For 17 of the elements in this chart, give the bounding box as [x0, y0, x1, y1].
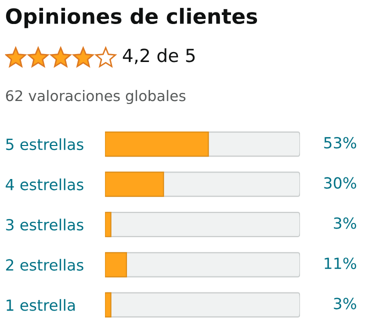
data-label: 3% — [334, 217, 356, 229]
data-label: 53% — [324, 136, 356, 149]
y-tick-label: 1 estrella — [6, 299, 75, 311]
bar — [105, 212, 112, 238]
bar — [105, 292, 112, 318]
chart-title: Opiniones de clientes — [6, 8, 258, 28]
bar — [105, 252, 128, 278]
data-label: 11% — [324, 258, 356, 270]
data-label: 30% — [324, 177, 356, 189]
y-tick-label: 5 estrellas — [6, 138, 84, 150]
chart-subtitle: 4,2 de 5 — [122, 48, 195, 64]
text: 62 valoraciones globales — [6, 90, 186, 104]
data-label: 3% — [334, 298, 356, 310]
y-tick-label: 2 estrellas — [6, 258, 84, 271]
y-tick-label: 4 estrellas — [6, 178, 84, 190]
bar — [105, 172, 164, 197]
y-tick-label: 3 estrellas — [6, 218, 84, 231]
